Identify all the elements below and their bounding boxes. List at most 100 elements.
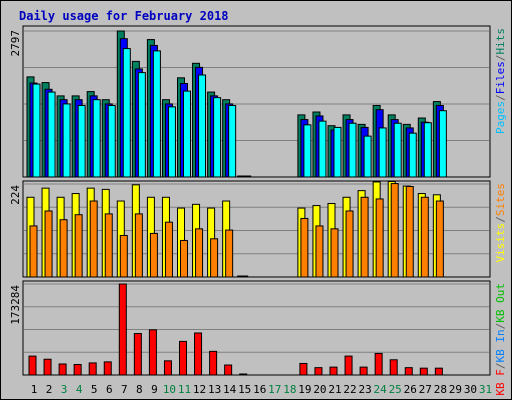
bar-visits-sites-day-19	[300, 217, 309, 278]
x-tick-label-day-18: 18	[283, 383, 296, 396]
bar-visits-sites-day-12	[195, 228, 204, 278]
panel-visits-legend: Visits/Sites	[494, 183, 507, 263]
bar-visits-sites-day-27	[420, 196, 429, 278]
x-tick-label-day-4: 4	[76, 383, 83, 396]
panel-hits-legend: Pages/Files/Hits	[494, 28, 507, 134]
bar-kb-kb-f-day-8	[133, 333, 142, 376]
panel-kb-plot-area	[22, 280, 491, 376]
bar-kb-kb-f-day-12	[194, 332, 203, 376]
bar-kb-kb-f-day-10	[163, 360, 172, 376]
x-tick-label-day-26: 26	[404, 383, 417, 396]
bar-kb-kb-f-day-25	[389, 359, 398, 376]
bar-hits-pages-day-23	[363, 135, 372, 178]
legend-visits-1: /	[494, 216, 507, 223]
bar-hits-pages-day-1	[32, 83, 41, 178]
bar-hits-pages-day-20	[318, 120, 327, 178]
bar-kb-kb-f-day-23	[359, 366, 368, 376]
x-tick-label-day-12: 12	[193, 383, 206, 396]
panel-hits: 2797 Pages/Files/Hits	[9, 25, 507, 178]
bar-hits-pages-day-26	[408, 132, 417, 178]
bar-hits-pages-day-10	[167, 106, 176, 178]
bar-visits-sites-day-23	[360, 196, 369, 278]
bar-hits-pages-day-12	[198, 74, 207, 178]
bar-hits-pages-day-4	[77, 104, 86, 178]
legend-hits-3: /	[494, 55, 507, 62]
panel-kb-ymax-label: 173284	[9, 285, 22, 325]
bar-kb-kb-f-day-1	[28, 355, 37, 376]
legend-kb-4: KB Out	[494, 283, 507, 323]
legend-visits-0: Visits	[494, 223, 507, 263]
bar-hits-pages-day-13	[213, 97, 222, 178]
x-tick-label-day-7: 7	[121, 383, 128, 396]
bar-kb-kb-f-day-5	[88, 362, 97, 376]
bar-visits-sites-day-13	[210, 238, 219, 278]
legend-hits-4: Hits	[494, 28, 507, 55]
x-tick-label-day-20: 20	[313, 383, 326, 396]
bar-visits-sites-day-22	[345, 210, 354, 278]
chart-title: Daily usage for February 2018	[19, 9, 229, 23]
bar-kb-kb-f-day-19	[299, 362, 308, 376]
panel-visits-ymax-label: 224	[9, 185, 22, 205]
bar-kb-kb-f-day-26	[404, 367, 413, 376]
x-tick-label-day-10: 10	[163, 383, 176, 396]
legend-kb-2: KB In	[494, 329, 507, 362]
bar-kb-kb-f-day-21	[329, 366, 338, 376]
x-tick-label-day-31: 31	[479, 383, 492, 396]
x-tick-label-day-19: 19	[298, 383, 311, 396]
bar-hits-pages-day-14	[228, 104, 237, 178]
legend-kb-0: KB F	[494, 369, 507, 396]
bar-hits-pages-day-11	[183, 90, 191, 178]
bar-visits-sites-day-26	[405, 185, 414, 278]
bar-visits-sites-day-28	[435, 200, 444, 278]
bar-kb-kb-f-day-20	[314, 367, 323, 376]
bar-visits-sites-day-3	[59, 219, 68, 278]
bar-hits-pages-day-28	[438, 110, 447, 178]
bar-kb-kb-f-day-24	[374, 352, 383, 376]
bar-kb-kb-f-day-28	[434, 367, 443, 376]
bar-kb-kb-f-day-4	[73, 363, 82, 376]
bar-hits-pages-day-22	[348, 122, 357, 178]
bar-visits-sites-day-4	[74, 214, 83, 278]
bar-kb-kb-f-day-9	[148, 329, 157, 376]
bar-visits-sites-day-21	[330, 228, 339, 278]
bar-visits-sites-day-14	[225, 229, 234, 278]
x-tick-label-day-1: 1	[31, 383, 38, 396]
panel-hits-ymax-label: 2797	[9, 30, 22, 57]
bar-hits-pages-day-5	[92, 99, 101, 178]
x-tick-label-day-27: 27	[419, 383, 432, 396]
bar-visits-sites-day-20	[315, 225, 324, 278]
x-tick-label-day-22: 22	[343, 383, 356, 396]
bar-hits-pages-day-19	[303, 124, 312, 178]
bar-hits-pages-day-27	[423, 122, 432, 178]
x-tick-label-day-5: 5	[91, 383, 98, 396]
legend-kb-1: /	[494, 363, 507, 370]
x-tick-label-day-9: 9	[151, 383, 158, 396]
bar-visits-sites-day-25	[390, 183, 399, 278]
bar-visits-sites-day-2	[44, 210, 53, 278]
bar-hits-pages-day-2	[47, 91, 56, 178]
legend-kb-3: /	[494, 323, 507, 330]
bar-hits-pages-day-6	[107, 104, 116, 178]
bar-visits-sites-day-24	[375, 198, 384, 278]
bar-kb-kb-f-day-11	[179, 340, 187, 376]
bar-hits-pages-day-25	[393, 122, 402, 178]
bar-hits-pages-day-7	[122, 48, 131, 178]
bar-visits-sites-day-10	[164, 221, 173, 278]
x-tick-label-day-8: 8	[136, 383, 143, 396]
bar-kb-kb-f-day-13	[209, 350, 218, 376]
x-tick-label-day-3: 3	[61, 383, 68, 396]
bar-hits-pages-day-9	[152, 50, 161, 178]
bar-visits-sites-day-1	[29, 225, 38, 278]
x-tick-label-day-16: 16	[253, 383, 266, 396]
bar-visits-sites-day-9	[149, 232, 158, 278]
x-tick-label-day-24: 24	[374, 383, 388, 396]
panel-visits: 224 Visits/Sites	[9, 180, 507, 278]
bar-hits-pages-day-24	[378, 127, 387, 178]
x-tick-label-day-14: 14	[223, 383, 237, 396]
bar-kb-kb-f-day-3	[58, 363, 67, 376]
bar-kb-kb-f-day-7	[118, 283, 127, 376]
bar-visits-sites-day-6	[104, 213, 113, 278]
bar-kb-kb-f-day-2	[43, 358, 52, 376]
